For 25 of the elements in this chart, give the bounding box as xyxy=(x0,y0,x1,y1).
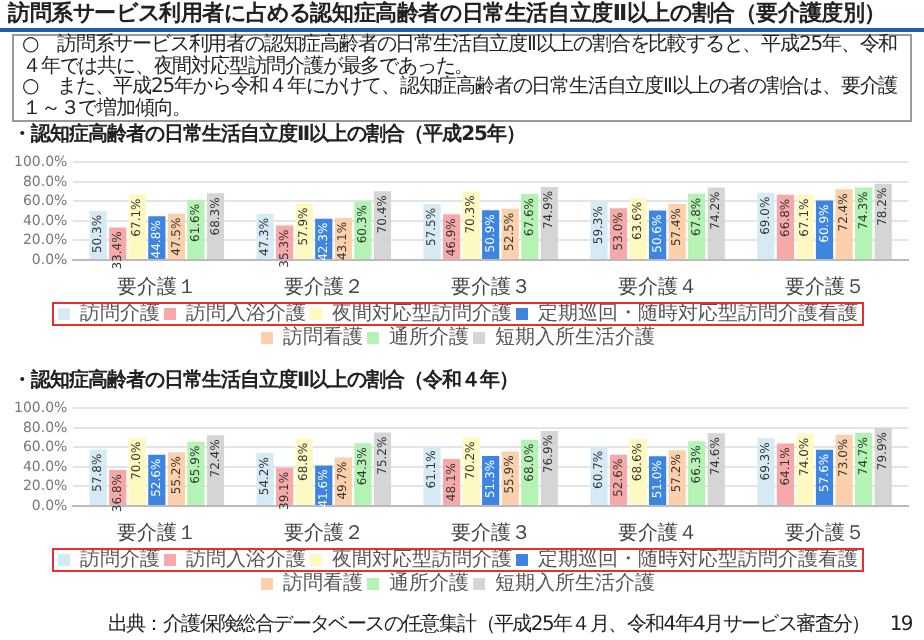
source-note: 出典：介護保険総合データベースの任意集計（平成25年４月、令和4年4月サービス審査分） xyxy=(107,614,870,638)
legend-label: 訪問看護 xyxy=(283,571,363,596)
x-tick-label: 要介護５ xyxy=(784,521,865,546)
x-tick-label: 要介護１ xyxy=(116,275,197,300)
x-tick-label: 要介護３ xyxy=(450,521,531,546)
x-tick-label: 要介護２ xyxy=(283,521,364,546)
x-tick-label: 要介護４ xyxy=(617,521,698,546)
legend-label: 短期入所生活介護 xyxy=(495,571,655,596)
x-tick-label: 要介護２ xyxy=(283,275,364,300)
chart-title: ・認知症高齢者の日常生活自立度Ⅱ以上の割合（令和４年） xyxy=(12,370,521,394)
legend-label: 訪問看護 xyxy=(283,325,363,350)
x-tick-label: 要介護５ xyxy=(784,275,865,300)
text: ○ 訪問系サービス利用者の認知症高齢者の日常生活自立度Ⅱ以上の割合を比較すると、平成25年、令和４年では共に、夜間対応型訪問介護が最多であった。 xyxy=(22,34,900,77)
bar xyxy=(835,189,853,259)
chart-subtitle: ・認知症高齢者の日常生活自立度Ⅱ以上の割合（平成25年） xyxy=(12,124,528,148)
x-tick-label: 要介護１ xyxy=(116,521,197,546)
x-tick-label: 要介護３ xyxy=(450,275,531,300)
text: 19 xyxy=(889,614,912,638)
bar xyxy=(796,433,814,505)
legend-label: 通所介護 xyxy=(389,325,469,350)
chart-title: 訪問系サービス利用者に占める認知症高齢者の日常生活自立度Ⅱ以上の割合（要介護度別） xyxy=(0,0,924,32)
x-tick-label: 要介護４ xyxy=(617,275,698,300)
text: ○ また、平成25年から令和４年にかけて、認知症高齢者の日常生活自立度Ⅱ以上の者の割合は、要介護１～３で増加傾向。 xyxy=(22,76,900,120)
legend-label: 短期入所生活介護 xyxy=(495,325,655,350)
legend-label: 通所介護 xyxy=(389,571,469,596)
